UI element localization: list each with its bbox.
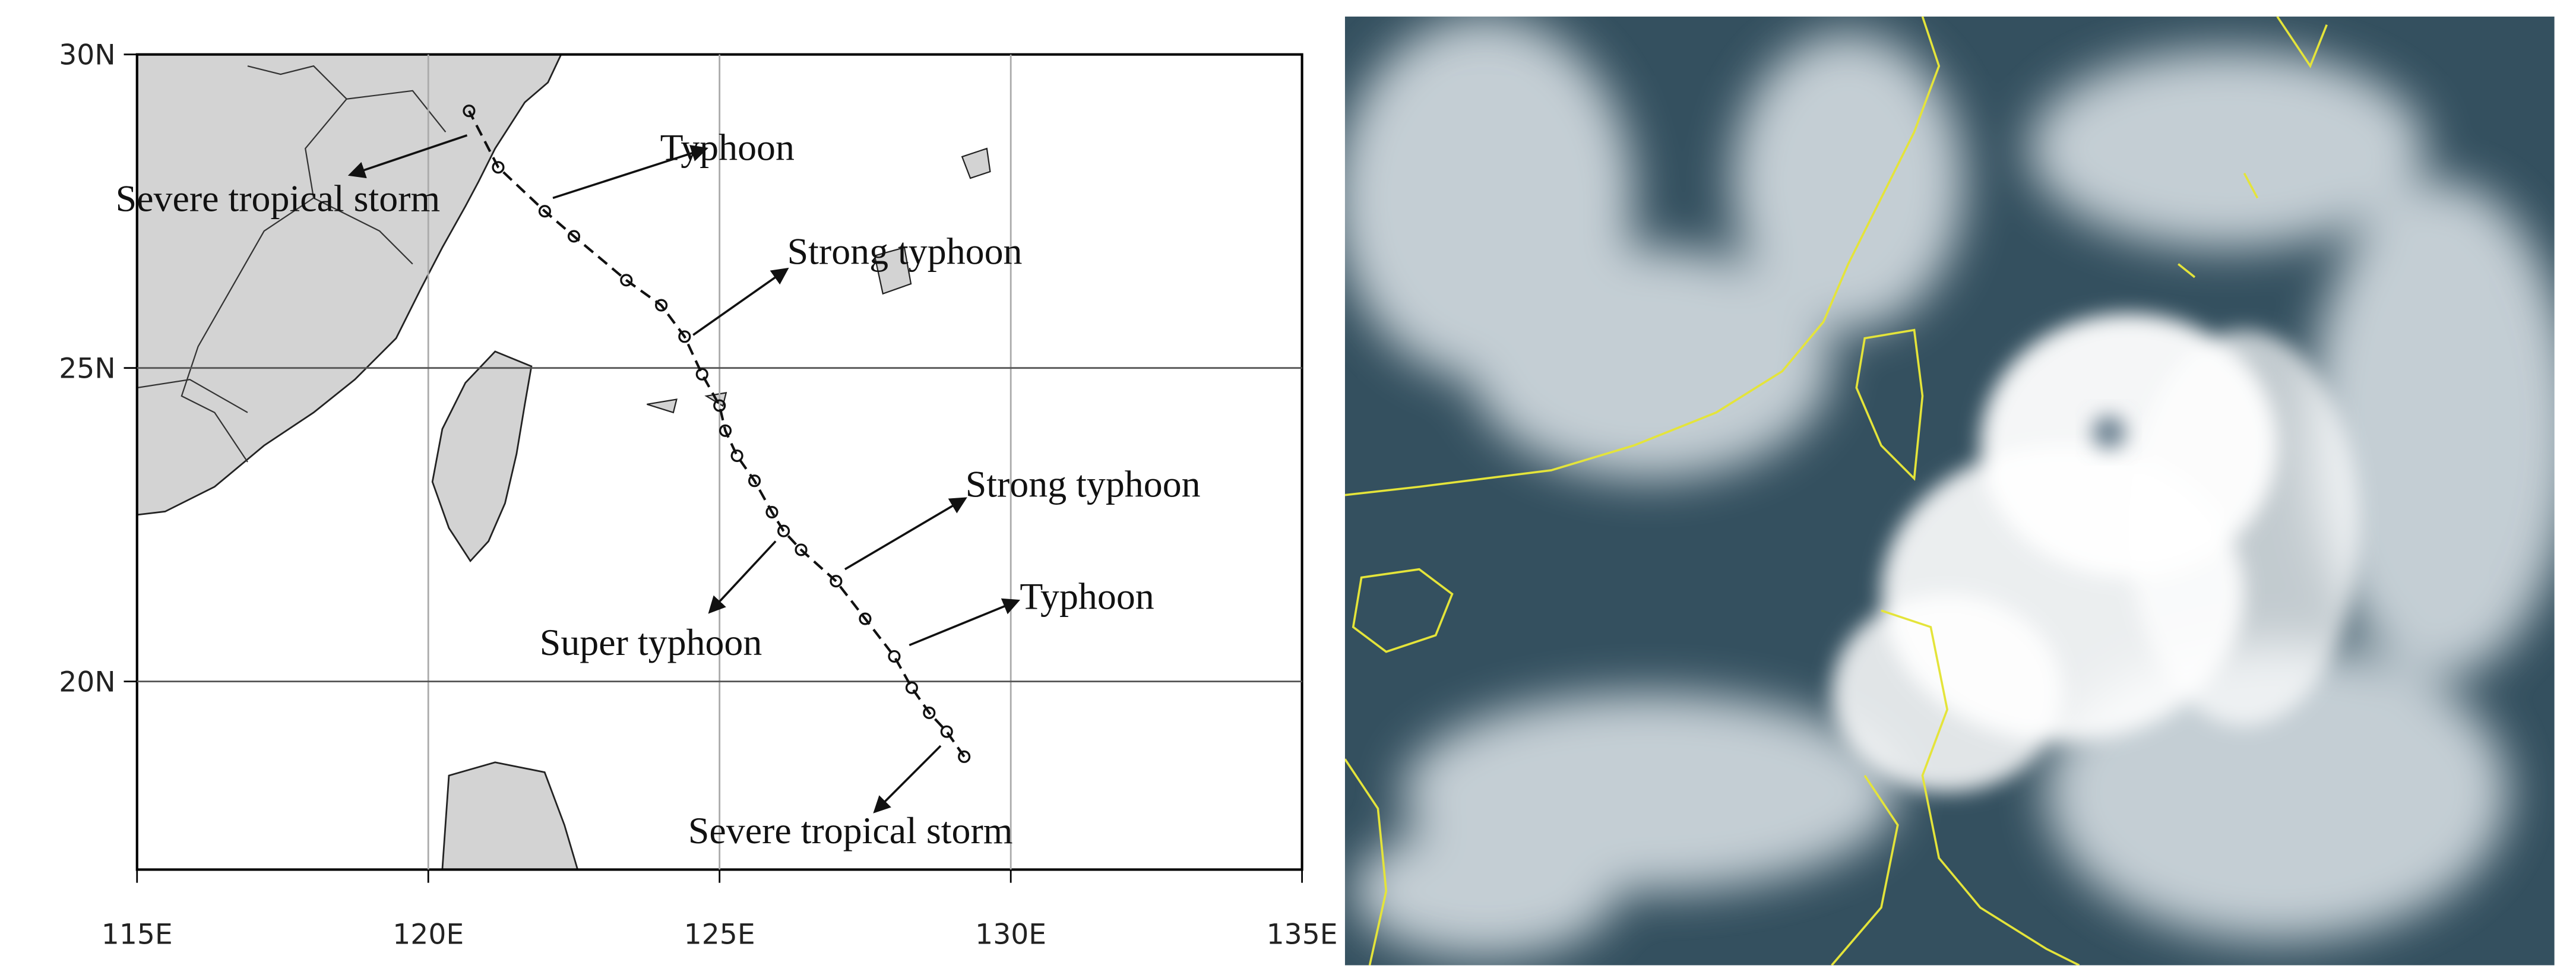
track-point <box>777 524 790 537</box>
track-point <box>830 575 843 588</box>
track-point <box>719 424 732 437</box>
annotation: Typhoon <box>1020 575 1154 617</box>
annotation: Severe tropical storm <box>688 809 1013 852</box>
track-point <box>678 330 691 343</box>
track-map: 115E 120E 125E 130E 135E 20N 25N 30N Severe trop… <box>59 39 1337 951</box>
annotation-arrow <box>708 540 777 614</box>
track-point <box>748 474 761 488</box>
track-point <box>620 274 633 287</box>
annotation: Typhoon <box>660 126 795 169</box>
x-tick-label: 130E <box>975 918 1046 951</box>
track-point <box>567 230 581 243</box>
y-tick-label: 25N <box>59 352 115 385</box>
annotation-arrow <box>909 598 1021 647</box>
track-point <box>940 725 953 738</box>
track-point <box>463 105 476 118</box>
annotation-arrow <box>873 745 942 814</box>
annotation: Severe tropical storm <box>116 178 441 220</box>
track-point <box>795 543 808 556</box>
annotation-arrow <box>844 497 967 571</box>
x-tick-label: 115E <box>102 918 173 951</box>
track-line <box>468 110 966 758</box>
track-point <box>695 368 708 381</box>
satellite-image <box>1344 16 2555 966</box>
y-tick-label: 30N <box>59 39 115 71</box>
track-point <box>713 399 726 412</box>
y-tick-label: 20N <box>59 666 115 698</box>
annotation: Strong typhoon <box>787 230 1023 273</box>
land <box>137 54 991 870</box>
annotation: Super typhoon <box>540 621 762 663</box>
x-tick-label: 125E <box>684 918 755 951</box>
track-point <box>538 205 551 218</box>
annotation-arrow <box>552 145 708 200</box>
track-point <box>888 650 901 663</box>
track-point <box>655 299 668 312</box>
track-point <box>730 449 743 463</box>
track-point <box>765 505 779 519</box>
x-tick-label: 135E <box>1267 918 1338 951</box>
track-point <box>905 681 918 694</box>
track-point <box>859 612 872 625</box>
annotation: Strong typhoon <box>966 463 1201 505</box>
x-tick-label: 120E <box>393 918 464 951</box>
track-point <box>958 750 971 763</box>
annotation-arrow <box>692 267 789 336</box>
annotation-arrow <box>347 134 468 179</box>
track-point <box>492 161 505 174</box>
track-point <box>923 706 936 720</box>
